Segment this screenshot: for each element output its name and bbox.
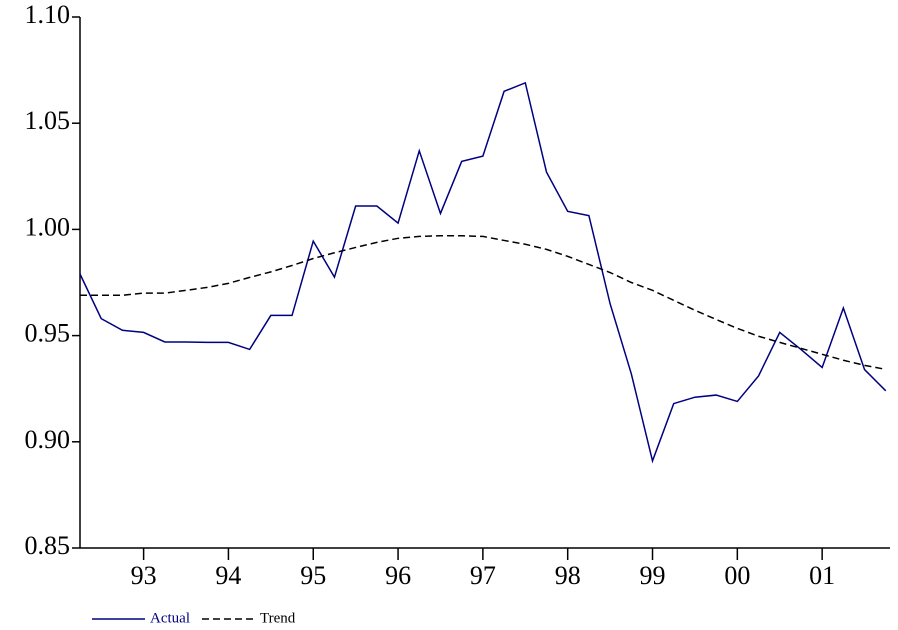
y-tick-label: 0.95 (25, 319, 71, 348)
y-tick-label: 1.10 (25, 0, 71, 29)
legend-label: Trend (260, 610, 296, 626)
x-tick-label: 93 (131, 561, 157, 590)
x-tick-label: 97 (470, 561, 496, 590)
x-tick-label: 01 (809, 561, 835, 590)
x-tick-label: 95 (300, 561, 326, 590)
y-tick-label: 1.00 (25, 212, 71, 241)
x-tick-label: 00 (724, 561, 750, 590)
x-tick-label: 99 (640, 561, 666, 590)
legend-label: Actual (150, 610, 190, 626)
y-tick-label: 0.85 (25, 531, 71, 560)
series-line (80, 235, 886, 371)
y-tick-label: 0.90 (25, 425, 71, 454)
x-tick-label: 96 (385, 561, 411, 590)
x-tick-label: 98 (555, 561, 581, 590)
series-line (79, 81, 887, 464)
y-tick-label: 1.05 (25, 106, 71, 135)
x-tick-label: 94 (215, 561, 241, 590)
